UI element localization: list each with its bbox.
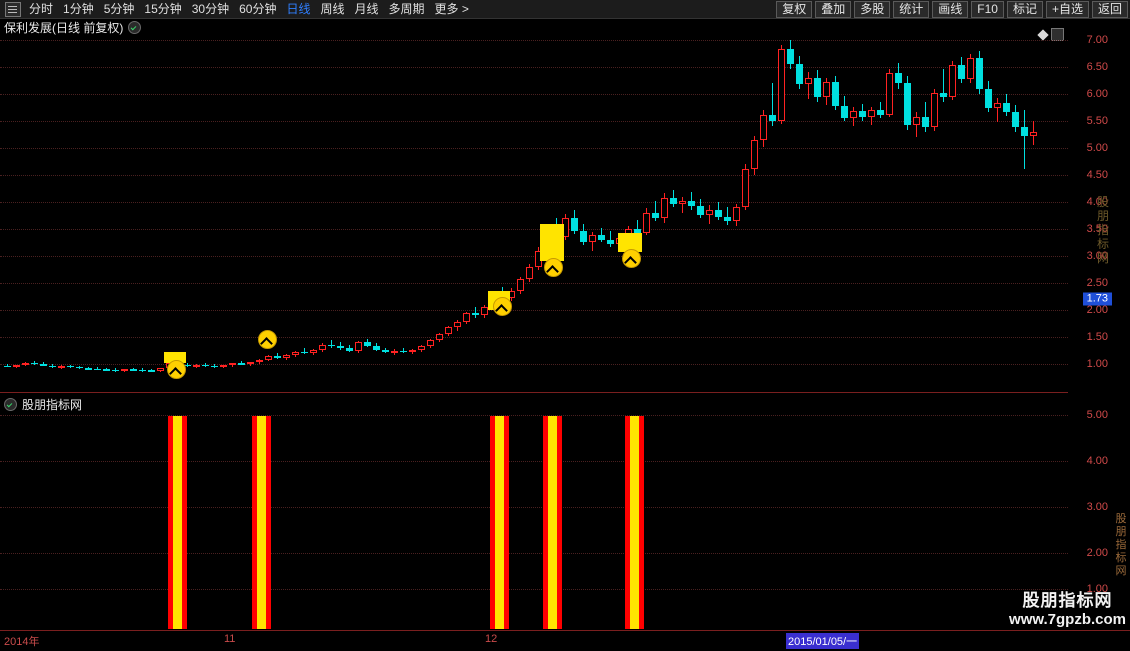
button-f10[interactable]: F10 xyxy=(971,0,1004,18)
chart-title-bar: 保利发展(日线 前复权) xyxy=(0,19,1130,36)
indicator-panel xyxy=(0,393,1068,629)
date-tick-11: 11 xyxy=(224,633,236,645)
gridline xyxy=(0,256,1068,257)
period-30min[interactable]: 30分钟 xyxy=(191,2,230,16)
gridline xyxy=(0,40,1068,41)
axis-tick-label: 2.50 xyxy=(1086,277,1108,289)
axis-tick-label: 5.50 xyxy=(1086,115,1108,127)
gridline xyxy=(0,337,1068,338)
date-tick-2014: 2014年 xyxy=(4,636,40,648)
period-fenshi[interactable]: 分时 xyxy=(29,2,54,16)
button-tongji[interactable]: 统计 xyxy=(893,0,930,18)
axis-tick-label: 2.00 xyxy=(1086,547,1108,559)
axis-tick-label: 3.50 xyxy=(1086,223,1108,235)
button-add-favorite[interactable]: +自选 xyxy=(1045,0,1089,18)
gridline xyxy=(0,589,1068,590)
axis-tick-label: 6.50 xyxy=(1086,61,1108,73)
gridline xyxy=(0,461,1068,462)
gridline xyxy=(0,364,1068,365)
period-monthly[interactable]: 月线 xyxy=(354,2,379,16)
period-60min[interactable]: 60分钟 xyxy=(239,2,277,16)
gridline xyxy=(0,310,1068,311)
gridline xyxy=(0,415,1068,416)
gridline xyxy=(0,202,1068,203)
toolbar-left-group: 分时 1分钟 5分钟 15分钟 30分钟 60分钟 日线 周线 月线 多周期 更… xyxy=(0,0,474,18)
panel-separator xyxy=(0,392,1068,393)
axis-tick-label: 7.00 xyxy=(1086,34,1108,46)
period-5min[interactable]: 5分钟 xyxy=(103,2,135,16)
axis-tick-label: 6.00 xyxy=(1086,88,1108,100)
gridline xyxy=(0,283,1068,284)
axis-tick-label: 3.00 xyxy=(1086,501,1108,513)
axis-tick-label: 4.00 xyxy=(1086,196,1108,208)
watermark-line1: 股朋指标网 xyxy=(1022,591,1113,611)
check-circle-icon[interactable] xyxy=(4,398,17,411)
watermark-line2: www.7gpzb.com xyxy=(1009,610,1126,628)
axis-tick-label: 5.00 xyxy=(1086,142,1108,154)
watermark: 股朋指标网 www.7gpzb.com xyxy=(1009,591,1126,628)
toolbar-right-group: 复权 叠加 多股 统计 画线 F10 标记 +自选 返回 xyxy=(773,0,1128,18)
period-more[interactable]: 更多 > xyxy=(434,2,469,16)
axis-tick-label: 2.00 xyxy=(1086,304,1108,316)
gridline xyxy=(0,148,1068,149)
button-diejia[interactable]: 叠加 xyxy=(815,0,852,18)
axis-tick-label: 3.00 xyxy=(1086,250,1108,262)
button-duogu[interactable]: 多股 xyxy=(854,0,891,18)
axis-tick-label: 4.00 xyxy=(1086,455,1108,467)
sub-panel-title: 股朋指标网 xyxy=(22,398,83,412)
top-toolbar: 分时 1分钟 5分钟 15分钟 30分钟 60分钟 日线 周线 月线 多周期 更… xyxy=(0,0,1130,19)
indicator-vertical-label: 股朋指标网 xyxy=(1115,513,1127,577)
current-price-tag: 1.73 xyxy=(1082,292,1112,306)
date-axis: 2014年 11 12 2015/01/05/一 xyxy=(0,630,1130,651)
period-multi[interactable]: 多周期 xyxy=(388,2,425,16)
period-15min[interactable]: 15分钟 xyxy=(144,2,182,16)
period-daily[interactable]: 日线 xyxy=(286,2,311,16)
axis-tick-label: 1.50 xyxy=(1086,331,1108,343)
axis-tick-label: 4.50 xyxy=(1086,169,1108,181)
price-axis: 7.00 6.50 6.00 5.50 5.00 4.50 4.00 3.50 … xyxy=(1068,26,1130,392)
gridline xyxy=(0,175,1068,176)
indicator-axis: 5.00 4.00 3.00 2.00 1.00 股朋指标网 xyxy=(1068,393,1130,629)
button-back[interactable]: 返回 xyxy=(1091,0,1128,18)
vertical-watermark-text: 股朋指标网 xyxy=(1096,195,1109,265)
page-title: 保利发展(日线 前复权) xyxy=(4,21,124,35)
date-tick-current: 2015/01/05/一 xyxy=(786,633,860,649)
button-biaoji[interactable]: 标记 xyxy=(1006,0,1043,18)
check-circle-icon[interactable] xyxy=(128,21,142,34)
period-weekly[interactable]: 周线 xyxy=(320,2,345,16)
button-fuquan[interactable]: 复权 xyxy=(776,0,813,18)
axis-tick-label: 1.00 xyxy=(1086,358,1108,370)
gridline xyxy=(0,229,1068,230)
gridline xyxy=(0,121,1068,122)
menu-icon[interactable] xyxy=(5,1,21,17)
button-huaxian[interactable]: 画线 xyxy=(932,0,969,18)
axis-tick-label: 1.00 xyxy=(1086,583,1108,595)
axis-tick-label: 5.00 xyxy=(1086,409,1108,421)
gridline xyxy=(0,94,1068,95)
date-tick-12: 12 xyxy=(485,633,498,645)
sub-panel-title-bar: 股朋指标网 xyxy=(4,396,82,413)
gridline xyxy=(0,553,1068,554)
gridline xyxy=(0,67,1068,68)
period-1min[interactable]: 1分钟 xyxy=(63,2,94,16)
main-candlestick-chart xyxy=(0,26,1068,392)
gridline xyxy=(0,507,1068,508)
